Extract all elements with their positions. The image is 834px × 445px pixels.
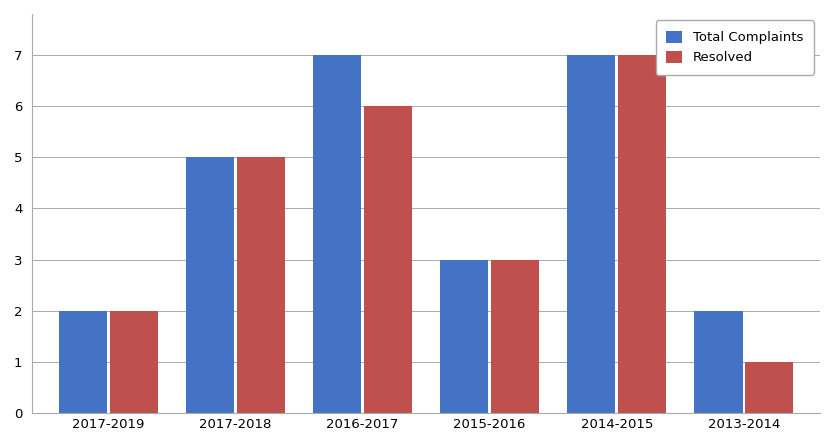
Bar <box>237 157 285 413</box>
Bar <box>186 157 234 413</box>
Bar <box>567 55 615 413</box>
Bar <box>491 259 540 413</box>
Bar <box>618 55 666 413</box>
Bar <box>109 311 158 413</box>
Bar <box>59 311 107 413</box>
Bar <box>313 55 361 413</box>
Bar <box>364 106 412 413</box>
Bar <box>440 259 489 413</box>
Bar <box>694 311 742 413</box>
Bar <box>745 362 793 413</box>
Legend: Total Complaints, Resolved: Total Complaints, Resolved <box>656 20 813 75</box>
